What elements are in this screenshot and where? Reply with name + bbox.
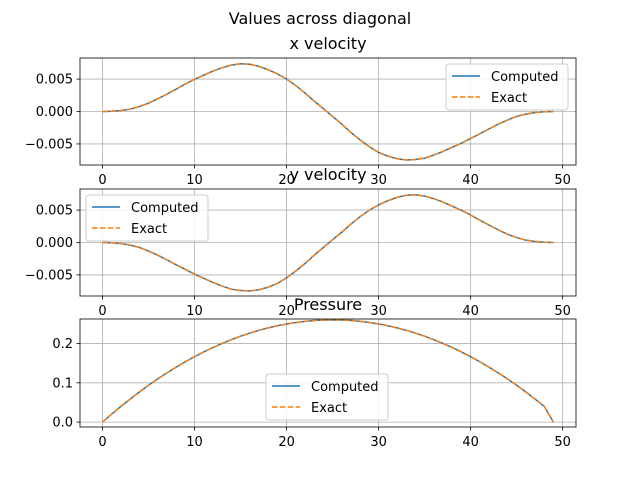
legend: Computed Exact (265, 373, 389, 421)
axes-frame (79, 318, 577, 428)
y-tick-label: 0.000 (36, 236, 73, 251)
legend-label: Exact (311, 401, 347, 416)
x-tick-label: 30 (370, 173, 387, 188)
x-tick-label: 0 (98, 435, 106, 450)
x-tick-label: 10 (186, 173, 203, 188)
y-tick-label: 0.000 (36, 105, 73, 120)
x-tick-label: 30 (370, 304, 387, 319)
y-tick-label: 0.1 (52, 376, 73, 391)
x-tick-label: 10 (186, 435, 203, 450)
subplot-2: 0 10 20 30 40 50 −0.005 0.000 0.005 y velocity Com… (25, 165, 577, 319)
x-tick-label: 20 (278, 435, 295, 450)
series-line-exact (102, 319, 555, 423)
figure-suptitle: Values across diagonal (229, 9, 411, 28)
x-tick-label: 50 (554, 173, 571, 188)
x-tick-label: 20 (278, 173, 295, 188)
y-tick-label: 0.005 (36, 73, 73, 88)
legend-label: Computed (311, 380, 379, 395)
x-tick-label: 50 (554, 435, 571, 450)
legend: Computed Exact (85, 194, 209, 242)
y-tick-label: 0.0 (52, 416, 73, 431)
x-tick-label: 0 (98, 304, 106, 319)
subplot-1: 0 10 20 30 40 50 −0.005 0.000 0.005 x velocity Com… (25, 34, 577, 188)
subplot-3: 0 10 20 30 40 50 0.0 0.1 0.2 Pressure Computed Exac… (52, 295, 577, 450)
y-tick-label: 0.2 (52, 337, 73, 352)
subplot-title: x velocity (289, 34, 366, 53)
series-line-exact (102, 63, 554, 161)
y-tick-label: 0.005 (36, 204, 73, 219)
x-tick-label: 10 (186, 304, 203, 319)
x-tick-label: 40 (462, 435, 479, 450)
x-tick-label: 30 (370, 435, 387, 450)
series-line-exact (102, 194, 554, 292)
legend-label: Exact (491, 91, 527, 106)
legend-label: Exact (131, 222, 167, 237)
x-tick-label: 40 (462, 304, 479, 319)
y-tick-label: −0.005 (25, 268, 73, 283)
x-tick-label: 50 (554, 304, 571, 319)
subplot-title: Pressure (294, 295, 362, 314)
legend-label: Computed (491, 70, 559, 85)
x-tick-label: 40 (462, 173, 479, 188)
legend-label: Computed (131, 201, 199, 216)
legend: Computed Exact (445, 63, 569, 111)
y-tick-label: −0.005 (25, 137, 73, 152)
x-tick-label: 0 (98, 173, 106, 188)
x-tick-label: 20 (278, 304, 295, 319)
subplot-title: y velocity (289, 165, 366, 184)
